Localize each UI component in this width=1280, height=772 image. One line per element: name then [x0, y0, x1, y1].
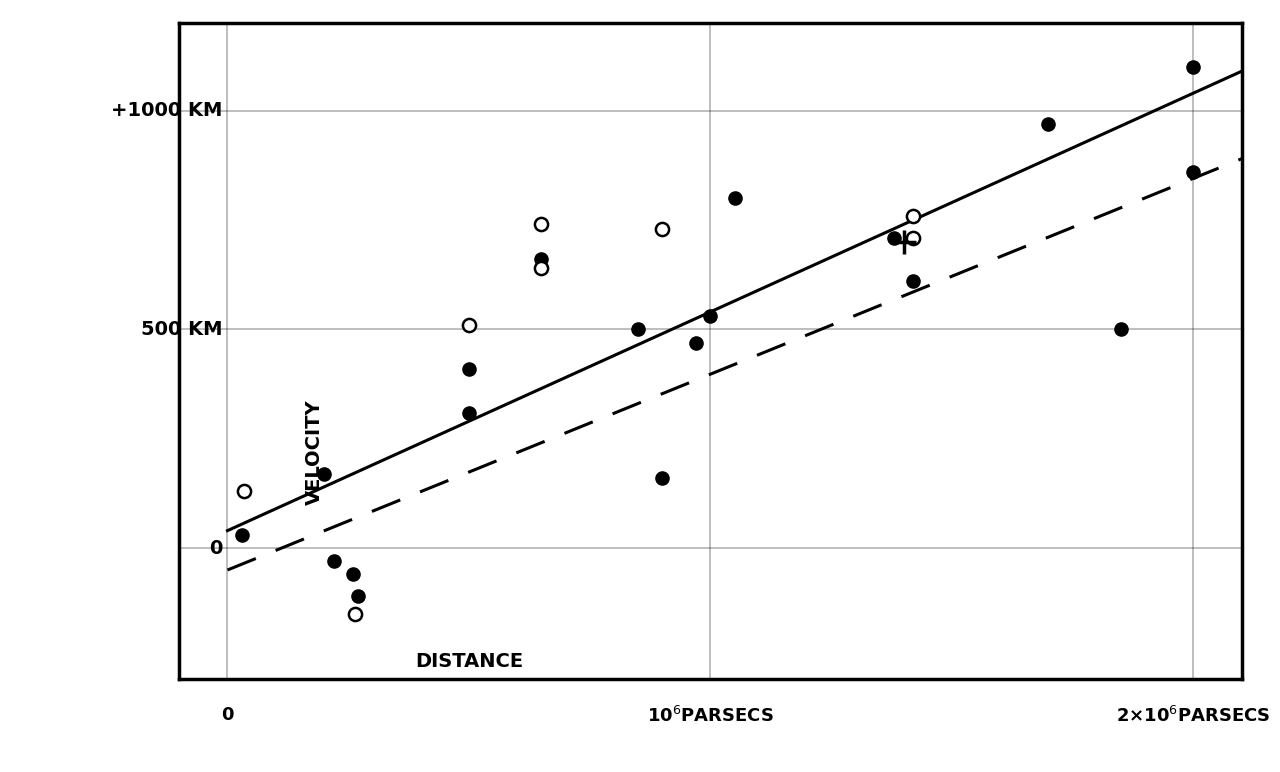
Point	[902, 232, 923, 244]
Point	[324, 555, 344, 567]
Point	[1183, 166, 1203, 178]
Point	[700, 310, 721, 323]
Text: 10$^{6}$PARSECS: 10$^{6}$PARSECS	[646, 706, 774, 726]
Point	[902, 209, 923, 222]
Point	[531, 218, 552, 231]
Point	[314, 468, 334, 480]
Text: VELOCITY: VELOCITY	[305, 399, 324, 505]
Point	[232, 529, 252, 541]
Point	[1038, 117, 1059, 130]
Point	[531, 253, 552, 266]
Point	[531, 262, 552, 274]
Point	[893, 235, 914, 248]
Point	[458, 319, 479, 331]
Point	[1111, 323, 1132, 336]
Text: +1000 KM: +1000 KM	[111, 101, 223, 120]
Point	[902, 275, 923, 287]
Point	[343, 568, 364, 581]
Text: 0: 0	[210, 539, 223, 557]
Point	[348, 590, 369, 602]
Point	[652, 472, 672, 484]
Point	[883, 232, 904, 244]
Text: 0: 0	[221, 706, 234, 723]
Point	[627, 323, 648, 336]
Point	[724, 192, 745, 205]
Point	[458, 363, 479, 375]
Point	[1183, 61, 1203, 73]
Point	[346, 608, 366, 620]
Point	[686, 337, 707, 349]
Text: 500 KM: 500 KM	[141, 320, 223, 339]
Point	[458, 406, 479, 418]
Text: 2×10$^{6}$PARSECS: 2×10$^{6}$PARSECS	[1116, 706, 1271, 726]
Text: DISTANCE: DISTANCE	[415, 652, 524, 672]
Point	[234, 485, 255, 497]
Point	[652, 222, 672, 235]
